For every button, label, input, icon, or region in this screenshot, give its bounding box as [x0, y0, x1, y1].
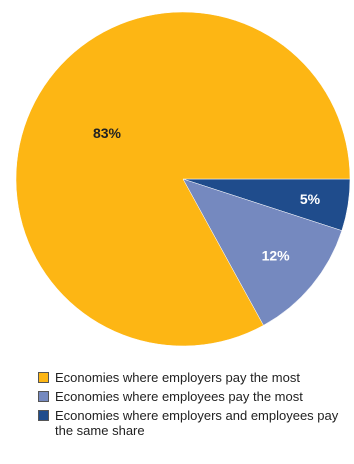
slice-label-employers: 83% [93, 125, 122, 141]
slice-label-employees: 12% [262, 248, 291, 264]
legend-swatch-employees [38, 391, 49, 402]
legend-item-employers: Economies where employers pay the most [38, 370, 348, 385]
legend: Economies where employers pay the most E… [38, 370, 348, 442]
legend-swatch-same-share [38, 410, 49, 421]
legend-label-employees: Economies where employees pay the most [55, 389, 303, 404]
pie-chart: 5% 12% 83% [15, 11, 351, 347]
slice-label-same-share: 5% [300, 191, 321, 207]
legend-label-employers: Economies where employers pay the most [55, 370, 300, 385]
legend-label-same-share: Economies where employers and employees … [55, 408, 339, 438]
slice-employers-pay-most [15, 11, 351, 347]
legend-item-employees: Economies where employees pay the most [38, 389, 348, 404]
slice-employees-pay-most [182, 178, 343, 326]
legend-item-same-share: Economies where employers and employees … [38, 408, 348, 438]
legend-swatch-employers [38, 372, 49, 383]
